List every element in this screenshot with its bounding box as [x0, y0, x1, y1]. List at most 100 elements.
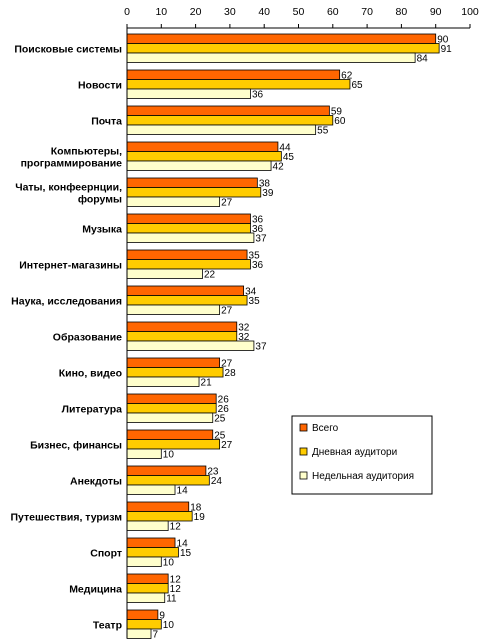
data-label: 84: [417, 54, 429, 65]
x-tick-label: 0: [124, 6, 130, 18]
category-label: Образование: [53, 331, 122, 343]
bar: [126, 573, 169, 584]
bar: [126, 249, 248, 260]
data-label: 26: [218, 404, 230, 415]
bar: [126, 232, 255, 243]
legend-swatch: [299, 471, 308, 480]
data-label: 27: [221, 359, 233, 370]
bar: [126, 448, 162, 459]
bar: [126, 475, 210, 486]
bar: [126, 511, 193, 522]
category-label: Бизнес, финансы: [30, 439, 122, 451]
data-label: 44: [279, 143, 291, 154]
bar: [126, 124, 317, 135]
bar: [126, 367, 224, 378]
data-label: 55: [317, 126, 329, 137]
data-label: 19: [194, 512, 206, 523]
bar: [126, 556, 162, 567]
data-label: 62: [341, 71, 353, 82]
category-label: Театр: [93, 619, 122, 631]
category-labels: Поисковые системы Новости Почта Компьютеры,…: [10, 43, 122, 631]
data-label: 37: [255, 234, 267, 245]
data-label: 24: [211, 476, 223, 487]
data-label: 26: [218, 395, 230, 406]
data-label: 10: [163, 620, 175, 631]
category-label: Спорт: [90, 547, 122, 559]
data-label: 21: [201, 378, 213, 389]
bar: [126, 619, 162, 630]
data-label: 25: [214, 431, 226, 442]
data-label: 15: [180, 548, 192, 559]
data-label: 23: [207, 467, 219, 478]
bar: [126, 141, 279, 152]
data-label: 14: [177, 539, 189, 550]
bar: [126, 105, 330, 116]
data-label: 65: [351, 80, 363, 91]
bar: [126, 628, 152, 639]
category-label: программирование: [21, 157, 123, 169]
category-label: Наука, исследования: [11, 295, 122, 307]
category-label: Новости: [78, 79, 122, 91]
bar: [126, 403, 217, 414]
bar: [126, 151, 282, 162]
data-label: 60: [334, 116, 346, 127]
data-label: 27: [221, 440, 233, 451]
category-label: Анекдоты: [70, 475, 122, 487]
bar: [126, 520, 169, 531]
data-label: 32: [238, 332, 250, 343]
bar: [126, 259, 251, 270]
bar: [126, 43, 440, 54]
bar: [126, 268, 203, 279]
bar: [126, 465, 207, 476]
legend-box: [291, 415, 433, 495]
bar: [126, 295, 248, 306]
bar: [126, 223, 251, 234]
bar: [126, 321, 238, 332]
bar: [126, 609, 159, 620]
data-label: 35: [249, 296, 261, 307]
x-tick-label: 40: [258, 6, 270, 18]
data-label: 22: [204, 270, 216, 281]
bar: [126, 187, 262, 198]
bar: [126, 285, 245, 296]
bar: [126, 52, 416, 63]
category-label: Музыка: [82, 223, 122, 235]
legend-label: Дневная аудитори: [312, 447, 397, 458]
data-label: 7: [153, 630, 159, 641]
data-label: 12: [170, 522, 182, 533]
data-label: 18: [190, 503, 202, 514]
x-axis-ticks: 0 10 20 30 40 50 60 70 80 90 100: [124, 6, 479, 28]
bar: [126, 357, 221, 368]
bar: [126, 537, 176, 548]
data-label: 10: [163, 558, 175, 569]
data-label: 36: [252, 260, 264, 271]
data-label: 38: [259, 179, 271, 190]
data-label: 28: [225, 368, 237, 379]
x-tick-label: 80: [396, 6, 408, 18]
legend-swatch: [299, 423, 308, 432]
data-label: 90: [437, 35, 449, 46]
bar: [126, 393, 217, 404]
category-label: Литература: [62, 403, 123, 415]
data-label: 36: [252, 215, 264, 226]
data-label: 91: [441, 44, 453, 55]
category-label: Медицина: [69, 583, 122, 595]
data-label: 34: [245, 287, 257, 298]
bar: [126, 177, 258, 188]
bar: [126, 376, 200, 387]
data-label: 12: [170, 584, 182, 595]
bar: [126, 69, 341, 80]
data-label: 27: [221, 198, 233, 209]
bar: [126, 429, 214, 440]
category-label: Интернет-магазины: [19, 259, 122, 271]
data-label: 36: [252, 90, 264, 101]
x-tick-label: 100: [461, 6, 479, 18]
bar: [126, 484, 176, 495]
data-label: 11: [166, 594, 177, 605]
bars: 9091846265365960554445423839273636373536…: [126, 33, 453, 641]
category-label: Кино, видео: [59, 367, 122, 379]
x-tick-label: 20: [190, 6, 202, 18]
legend: Всего Дневная аудитори Недельная аудитория: [291, 415, 433, 495]
category-label: Компьютеры,: [51, 145, 122, 157]
x-tick-label: 30: [224, 6, 236, 18]
